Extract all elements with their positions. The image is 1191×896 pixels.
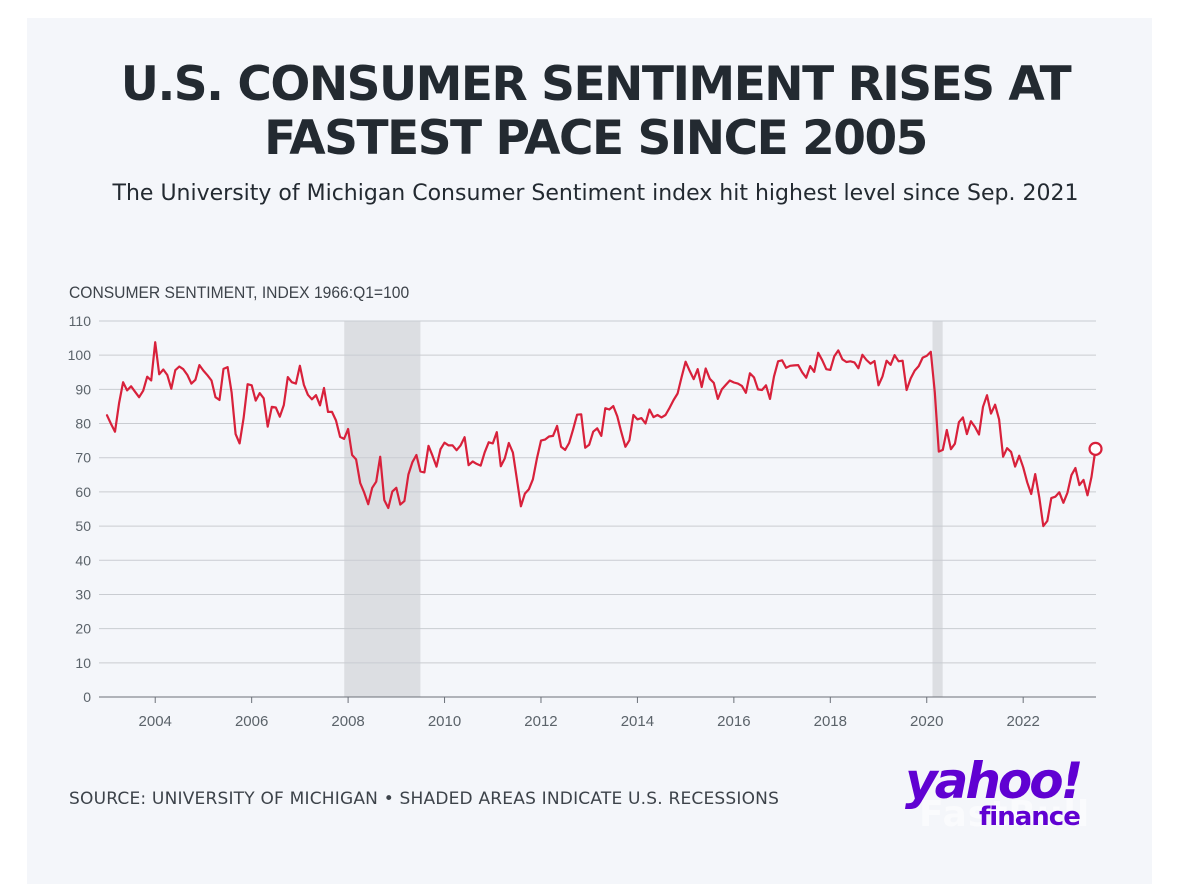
x-tick-label: 2022	[1006, 713, 1039, 730]
watermark: FastBull	[919, 794, 1091, 835]
y-tick-label: 70	[75, 450, 91, 466]
x-tick-label: 2014	[621, 713, 654, 730]
chart-subtitle: The University of Michigan Consumer Sent…	[112, 181, 1079, 206]
x-tick-label: 2018	[814, 713, 847, 730]
title-line-2: FASTEST PACE SINCE 2005	[264, 111, 928, 166]
x-tick-label: 2020	[910, 713, 943, 730]
chart-title: U.S. CONSUMER SENTIMENT RISES AT FASTEST…	[0, 58, 1191, 166]
x-tick-label: 2010	[428, 713, 461, 730]
gridlines	[99, 320, 1096, 698]
last-point-marker	[1088, 441, 1103, 456]
sentiment-line	[105, 341, 1097, 528]
yahoo-finance-logo: yahoo! FastBull finance	[905, 752, 1120, 842]
y-tick-label: 100	[68, 347, 92, 363]
x-tick-label: 2016	[717, 713, 750, 730]
recession-shading	[344, 321, 943, 697]
x-tick-label: 2008	[331, 713, 364, 730]
y-tick-label: 40	[75, 552, 91, 568]
y-tick-label: 30	[75, 586, 91, 602]
y-tick-label: 90	[75, 381, 91, 397]
y-tick-label: 10	[75, 655, 91, 671]
x-tick-label: 2012	[524, 713, 557, 730]
y-axis-label: CONSUMER SENTIMENT, INDEX 1966:Q1=100	[69, 283, 409, 302]
logo-finance-text: finance	[979, 802, 1081, 832]
title-line-1: U.S. CONSUMER SENTIMENT RISES AT	[120, 57, 1072, 112]
y-tick-label: 80	[75, 416, 91, 432]
y-axis-ticks: 0 10 20 30 40 50 60 70 80 90 100 110	[68, 313, 92, 705]
recession-band	[344, 321, 421, 697]
logo-yahoo-text: yahoo!	[905, 752, 1083, 810]
recession-band	[932, 321, 943, 697]
y-tick-label: 0	[83, 689, 91, 705]
y-tick-label: 20	[75, 621, 91, 637]
x-tick-label: 2004	[139, 713, 172, 730]
x-tick-label: 2006	[235, 713, 268, 730]
y-tick-label: 60	[75, 484, 91, 500]
chart-card	[27, 18, 1152, 884]
source-note: SOURCE: UNIVERSITY OF MICHIGAN • SHADED …	[69, 789, 780, 809]
y-tick-label: 50	[75, 518, 91, 534]
y-tick-label: 110	[69, 313, 92, 329]
x-axis-ticks: 2004 2006 2008 2010 2012 2014 2016 2018 2020 2022	[139, 697, 1040, 730]
